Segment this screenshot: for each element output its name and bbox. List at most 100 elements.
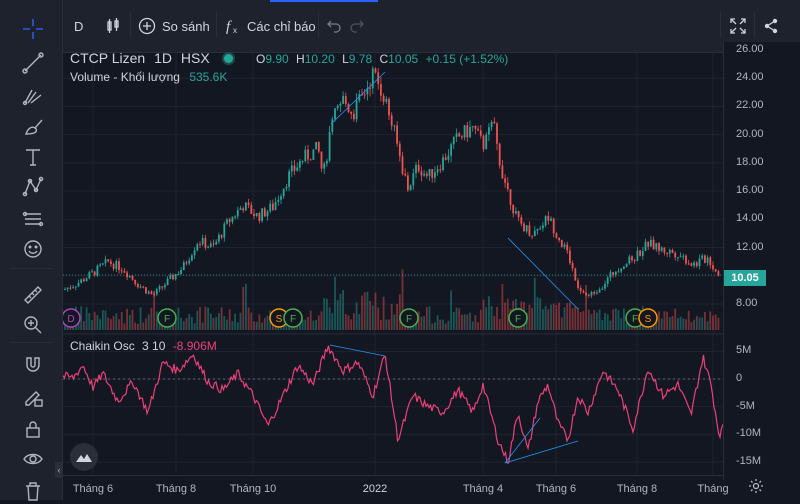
volume-bar (685, 319, 687, 330)
osc-trendline-top[interactable] (329, 344, 386, 357)
candle-body (110, 261, 112, 265)
volume-bar (604, 312, 606, 330)
event-marker[interactable]: S (638, 308, 658, 328)
lock-drawing-tool[interactable] (20, 384, 46, 410)
candle-body (404, 173, 407, 176)
price-tick-label: 22.00 (736, 99, 764, 112)
crosshair-tool[interactable] (20, 16, 46, 42)
candle-style-button[interactable] (104, 14, 122, 38)
ruler-icon (24, 286, 42, 304)
candle-body (525, 225, 528, 232)
volume-bar (317, 315, 320, 330)
volume-bar (226, 319, 228, 330)
event-marker[interactable]: F (508, 308, 528, 328)
volume-legend[interactable]: Volume - Khối lượng 535.6K (70, 70, 227, 84)
redo-button[interactable] (349, 14, 365, 38)
share-button[interactable] (763, 14, 779, 38)
fullscreen-button[interactable] (730, 14, 746, 38)
candle-body (671, 249, 674, 253)
svg-text:F: F (164, 314, 170, 325)
volume-bar (563, 307, 566, 330)
trendline-tool[interactable] (20, 50, 46, 76)
candle-body (104, 259, 107, 264)
candle-body (96, 265, 99, 276)
candle-body (369, 87, 371, 89)
volume-bar (596, 312, 598, 330)
volume-bar (309, 310, 312, 330)
volume-bar (533, 277, 536, 330)
price-axis[interactable]: 26.00 24.00 22.00 20.00 18.00 16.00 14.00 12.00… (723, 42, 800, 480)
candle-body (609, 272, 612, 278)
volume-bar (571, 308, 574, 330)
interval-button[interactable]: D (74, 14, 83, 38)
lock-tool[interactable] (20, 416, 46, 442)
osc-legend[interactable]: Chaikin Osc 3 10 -8.906M (70, 339, 217, 353)
emoji-tool[interactable] (20, 236, 46, 262)
time-axis[interactable]: Tháng 6 Tháng 8 Tháng 10 2022 Tháng 4 Tháng 6… (63, 475, 729, 501)
chart-settings-button[interactable] (748, 478, 764, 497)
volume-bar (91, 319, 93, 330)
event-marker[interactable]: F (283, 308, 303, 328)
trendline-down[interactable] (507, 237, 579, 310)
candle-body (320, 151, 323, 169)
undo-button[interactable] (326, 14, 342, 38)
compare-button[interactable]: So sánh (138, 14, 210, 38)
volume-bar (493, 315, 496, 330)
candle-body (606, 277, 609, 284)
candle-body (344, 95, 347, 104)
candle-body (290, 165, 293, 172)
text-tool[interactable] (20, 144, 46, 170)
candle-body (623, 266, 625, 269)
event-marker[interactable]: F (157, 308, 177, 328)
candle-body (150, 291, 153, 295)
candle-body (85, 278, 88, 282)
candle-body (69, 287, 72, 289)
candle-body (193, 250, 196, 256)
zoom-tool[interactable] (20, 312, 46, 338)
event-marker[interactable]: D (63, 308, 81, 328)
volume-bar (458, 308, 461, 330)
price-tick-label: 26.00 (736, 43, 764, 55)
volume-bar (134, 322, 137, 330)
pattern-tool[interactable] (20, 174, 46, 200)
event-marker[interactable]: F (399, 308, 419, 328)
price-tick-label: 14.00 (736, 212, 764, 225)
fib-tool[interactable] (20, 82, 46, 108)
osc-trendline-bottom[interactable] (504, 440, 579, 464)
candle-body (490, 121, 493, 128)
volume-bar (139, 307, 142, 330)
ruler-tool[interactable] (20, 282, 46, 308)
tradingview-logo[interactable] (70, 443, 98, 471)
candle-body (706, 257, 709, 263)
symbol-legend[interactable]: CTCP Lizen 1D HSX (70, 50, 239, 66)
candle-body (704, 255, 706, 263)
volume-bar (388, 319, 390, 330)
volume-bar (261, 322, 263, 330)
candle-body (658, 243, 660, 251)
delete-tool[interactable] (20, 478, 46, 504)
measure-tool[interactable] (20, 206, 46, 232)
candle-body (199, 244, 201, 246)
candle-body (272, 203, 274, 210)
candle-body (134, 279, 137, 285)
candle-body (558, 237, 560, 240)
candle-body (501, 165, 504, 179)
magnet-tool[interactable] (20, 352, 46, 378)
trend-drawings[interactable] (329, 71, 579, 464)
candle-body (674, 252, 677, 258)
candle-body (112, 264, 115, 269)
osc-trendline-rise[interactable] (504, 417, 541, 464)
candle-body (299, 161, 301, 168)
volume-bar (704, 311, 706, 330)
collapse-toolbar-button[interactable]: ‹ (55, 462, 63, 478)
candle-body (312, 149, 315, 160)
brush-tool[interactable] (20, 114, 46, 140)
trendline-top[interactable] (330, 71, 386, 125)
volume-bar (112, 316, 115, 330)
candle-body (679, 256, 682, 258)
candle-body (331, 119, 334, 132)
visibility-tool[interactable] (20, 446, 46, 472)
